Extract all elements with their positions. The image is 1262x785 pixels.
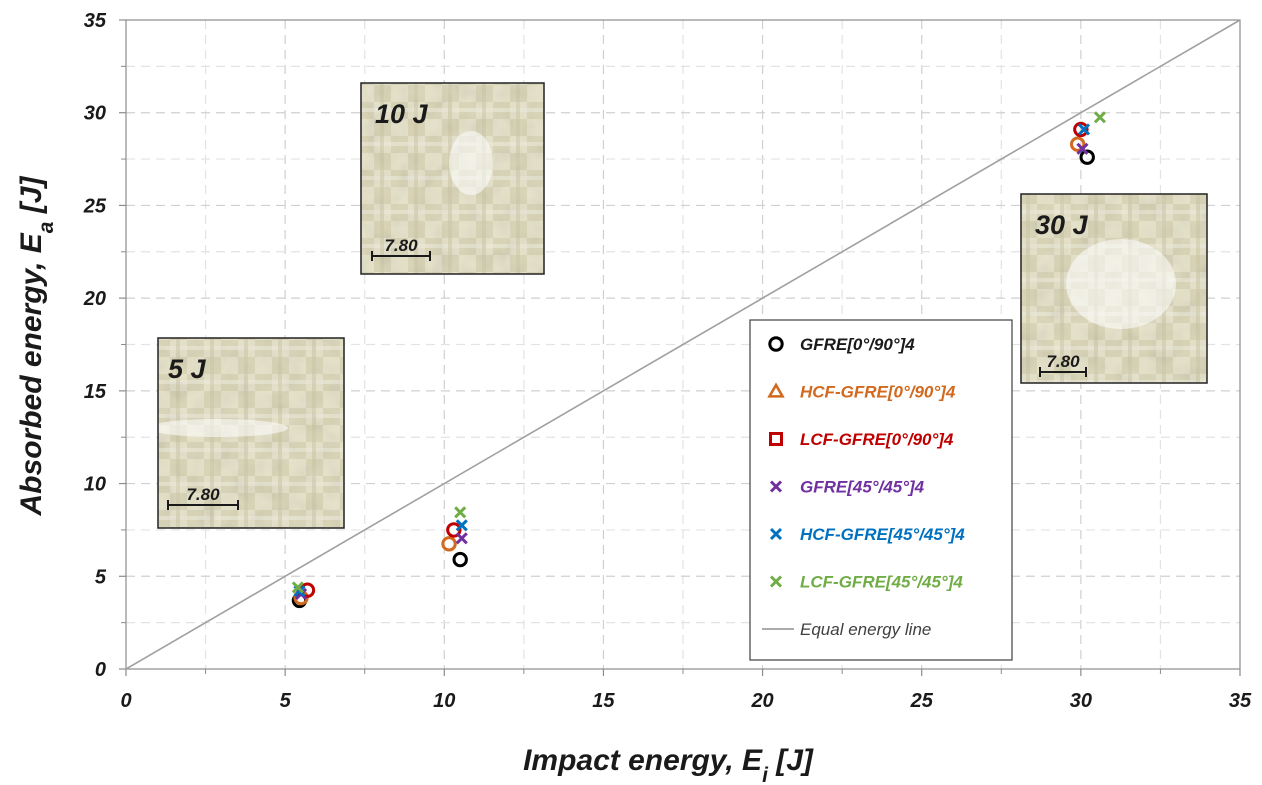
inset-photo: 10 J 7.80 xyxy=(360,82,545,275)
data-point xyxy=(291,581,304,594)
legend-label: GFRE[45°/45°]4 xyxy=(800,478,925,497)
legend-marker xyxy=(769,527,783,541)
data-point xyxy=(1076,142,1089,155)
legend-marker xyxy=(769,575,783,588)
marker-stroke xyxy=(1077,123,1091,136)
inset-photo: 5 J 7.80 xyxy=(148,337,345,529)
legend-label: GFRE[0°/90°]4 xyxy=(800,335,915,354)
marker-stroke xyxy=(455,519,468,532)
x-tick-label: 15 xyxy=(592,690,615,712)
scale-bar-label: 7.80 xyxy=(1046,352,1080,371)
scale-bar-label: 7.80 xyxy=(384,236,418,255)
data-point xyxy=(454,506,467,519)
y-tick-label: 25 xyxy=(83,195,107,217)
legend: GFRE[0°/90°]4 HCF-GFRE[0°/90°]4 LCF-GFRE[0… xyxy=(749,319,1013,661)
inset-damage-zone xyxy=(449,131,493,195)
equal-energy-line xyxy=(125,19,1241,670)
legend-label: LCF-GFRE[45°/45°]4 xyxy=(800,573,963,592)
y-axis-title: Absorbed energy, Ea [J] xyxy=(15,175,58,516)
x-tick-label: 30 xyxy=(1070,690,1092,712)
data-point xyxy=(1077,123,1091,136)
y-tick-label: 5 xyxy=(95,566,107,588)
x-tick-label: 0 xyxy=(120,690,131,712)
marker-stroke xyxy=(454,506,467,519)
legend-label: LCF-GFRE[0°/90°]4 xyxy=(800,430,954,449)
x-tick-label: 10 xyxy=(433,690,455,712)
inset-damage-zone xyxy=(1066,239,1176,329)
data-points xyxy=(291,111,1107,609)
x-tick-label: 5 xyxy=(280,690,292,712)
series-5 xyxy=(291,111,1107,594)
x-tick-label: 20 xyxy=(750,690,773,712)
data-point xyxy=(1093,111,1107,124)
marker-stroke xyxy=(291,581,304,594)
legend-marker xyxy=(769,480,783,493)
inset-damage-zone xyxy=(148,419,288,437)
data-point xyxy=(1079,149,1095,165)
x-tick-label: 35 xyxy=(1229,690,1252,712)
data-point xyxy=(1073,121,1089,138)
inset-border xyxy=(157,337,345,529)
inset-border xyxy=(360,82,545,275)
data-point xyxy=(452,551,468,568)
x-axis-title: Impact energy, Ei [J] xyxy=(523,744,814,785)
y-tick-label: 35 xyxy=(84,10,107,32)
marker-stroke xyxy=(455,532,468,545)
data-point xyxy=(441,536,457,552)
y-tick-label: 30 xyxy=(84,103,106,125)
y-tick-label: 10 xyxy=(84,474,106,496)
marker-stroke xyxy=(769,480,783,493)
data-point xyxy=(455,532,468,545)
series-3 xyxy=(294,142,1089,600)
inset-energy-label: 30 J xyxy=(1035,210,1089,240)
marker-stroke xyxy=(1076,142,1089,155)
scale-bar-label: 7.80 xyxy=(186,485,220,504)
legend-box xyxy=(749,319,1013,661)
data-point xyxy=(455,519,468,532)
inset-border xyxy=(1020,193,1208,384)
legend-label: Equal energy line xyxy=(800,620,931,639)
data-point xyxy=(1069,136,1086,152)
axis-ticks: 0 5 10 15 20 25 30 35 0 5 10 15 20 25 30 35 xyxy=(83,10,1252,712)
photo-insets: 5 J 7.80 10 J 7.80 30 J 7.80 xyxy=(148,82,1208,529)
data-point xyxy=(446,522,462,538)
legend-marker xyxy=(768,336,784,352)
inset-energy-label: 10 J xyxy=(375,99,429,129)
legend-marker xyxy=(767,382,785,398)
equal-energy-line-path xyxy=(125,19,1241,670)
legend-marker xyxy=(769,432,783,446)
marker-stroke xyxy=(769,575,783,588)
x-tick-label: 25 xyxy=(910,690,934,712)
marker-stroke xyxy=(1093,111,1107,124)
legend-label: HCF-GFRE[45°/45°]4 xyxy=(800,525,965,544)
marker-stroke xyxy=(769,527,783,541)
inset-energy-label: 5 J xyxy=(168,354,207,384)
y-tick-label: 15 xyxy=(84,381,107,403)
inset-photo: 30 J 7.80 xyxy=(1020,193,1208,384)
y-tick-label: 20 xyxy=(83,288,106,310)
y-tick-label: 0 xyxy=(95,659,106,681)
legend-label: HCF-GFRE[0°/90°]4 xyxy=(800,383,956,402)
